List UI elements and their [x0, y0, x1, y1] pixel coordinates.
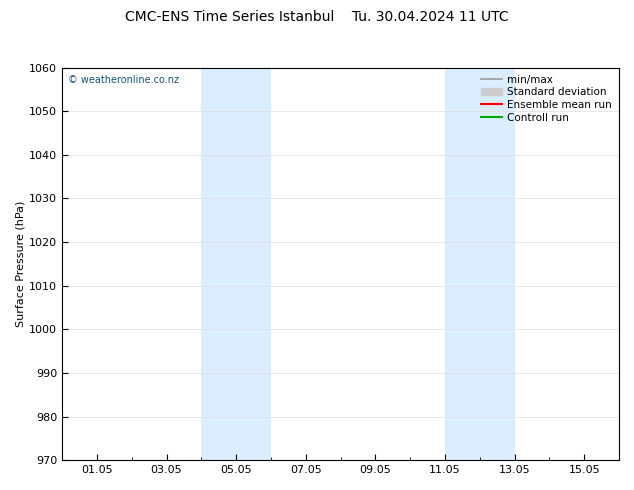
- Bar: [202, 68, 271, 460]
- Text: © weatheronline.co.nz: © weatheronline.co.nz: [68, 75, 179, 85]
- Legend: min/max, Standard deviation, Ensemble mean run, Controll run: min/max, Standard deviation, Ensemble me…: [477, 71, 616, 127]
- Y-axis label: Surface Pressure (hPa): Surface Pressure (hPa): [15, 201, 25, 327]
- Text: CMC-ENS Time Series Istanbul    Tu. 30.04.2024 11 UTC: CMC-ENS Time Series Istanbul Tu. 30.04.2…: [125, 10, 509, 24]
- Bar: [445, 68, 515, 460]
